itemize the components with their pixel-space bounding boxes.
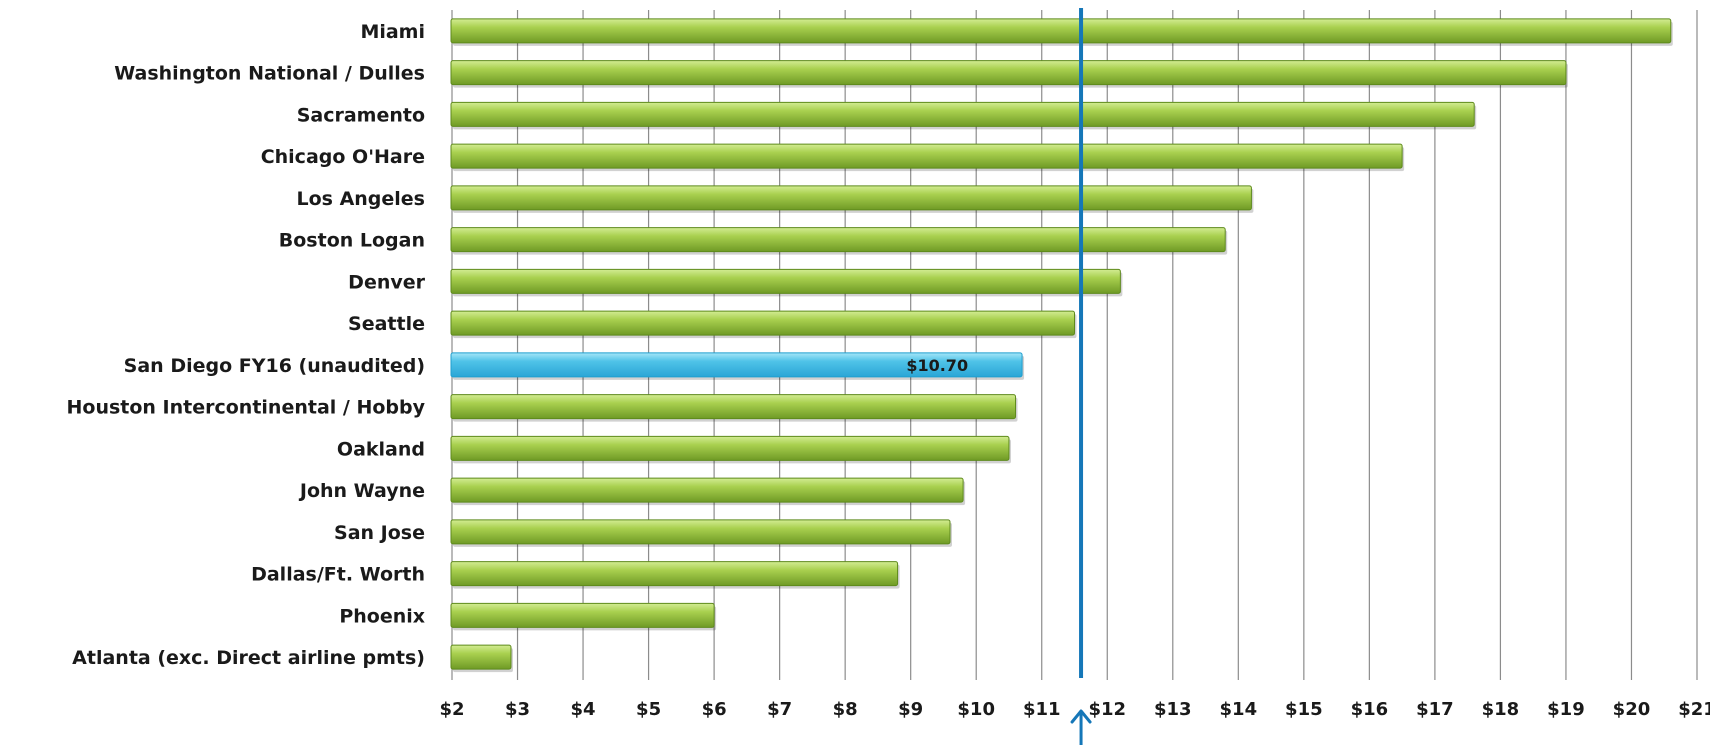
category-label: Atlanta (exc. Direct airline pmts) (72, 647, 425, 669)
x-tick-label: $11 (1023, 699, 1061, 720)
x-tick-label: $6 (702, 699, 727, 720)
category-label: Seattle (348, 313, 425, 335)
x-tick-label: $15 (1285, 699, 1323, 720)
bar (450, 101, 1475, 127)
bar (450, 394, 1017, 420)
x-tick-label: $14 (1220, 699, 1258, 720)
x-tick-label: $5 (636, 699, 661, 720)
x-tick-label: $10 (957, 699, 995, 720)
x-tick-label: $9 (898, 699, 923, 720)
up-arrow-icon (1070, 709, 1092, 745)
bar (450, 227, 1226, 253)
x-tick-label: $18 (1482, 699, 1520, 720)
bar (450, 268, 1121, 294)
x-tick-label: $12 (1088, 699, 1126, 720)
bar (450, 60, 1567, 86)
x-axis-tick-labels: $2 $3 $4 $5 $6 $7 $8 $9 $10 $11 $12 $13 $14 $15 $16 $17… (439, 699, 1710, 720)
bar (450, 561, 899, 587)
category-label: Sacramento (297, 104, 425, 126)
category-label: Miami (360, 21, 425, 43)
x-tick-label: $8 (833, 699, 858, 720)
bar (450, 18, 1672, 44)
category-labels: Miami Washington National / Dulles Sacrame… (66, 21, 425, 669)
x-tick-label: $13 (1154, 699, 1192, 720)
bar (450, 310, 1075, 336)
reference-marker (1070, 8, 1092, 745)
bar (450, 143, 1403, 169)
bar (450, 477, 964, 503)
x-tick-label: $21 (1678, 699, 1710, 720)
category-label: Phoenix (339, 605, 425, 627)
category-label: San Jose (334, 522, 425, 544)
bar (450, 519, 951, 545)
x-tick-label: $17 (1416, 699, 1454, 720)
bar (450, 435, 1010, 461)
category-label: Boston Logan (279, 230, 425, 252)
x-tick-label: $20 (1613, 699, 1651, 720)
x-tick-label: $16 (1351, 699, 1389, 720)
category-label: Oakland (337, 438, 425, 460)
data-label: $10.70 (906, 356, 968, 375)
bar (450, 602, 715, 628)
category-label: John Wayne (298, 480, 425, 502)
category-label: Washington National / Dulles (114, 63, 425, 85)
x-tick-label: $19 (1547, 699, 1585, 720)
category-label: Chicago O'Hare (261, 146, 425, 168)
x-tick-label: $7 (767, 699, 792, 720)
category-label: Denver (348, 271, 425, 293)
category-label: Houston Intercontinental / Hobby (66, 397, 425, 419)
x-tick-label: $3 (505, 699, 530, 720)
x-tick-label: $2 (439, 699, 464, 720)
bar-highlight (450, 352, 1023, 378)
category-label: Los Angeles (296, 188, 425, 210)
bar (450, 644, 512, 670)
bars: $10.70 (450, 18, 1673, 673)
bar (450, 185, 1252, 211)
x-tick-label: $4 (571, 699, 596, 720)
category-label: Dallas/Ft. Worth (251, 564, 425, 586)
category-label: San Diego FY16 (unaudited) (124, 355, 425, 377)
